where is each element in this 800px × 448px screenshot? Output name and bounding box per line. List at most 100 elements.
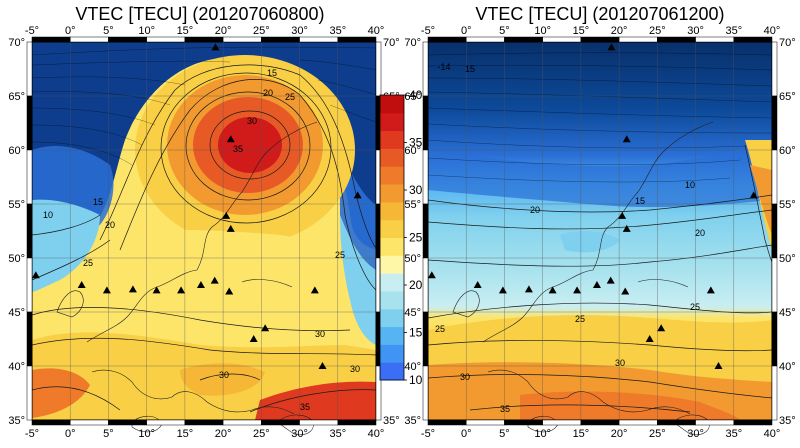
contour-label: 20 — [530, 205, 540, 215]
lon-tick-label-bottom: 25° — [649, 428, 666, 440]
frame-tick-bottom — [465, 419, 505, 426]
frame-tick-bottom — [542, 419, 582, 426]
frame-tick-left — [422, 365, 429, 421]
colorbar-tick-label: 20 — [409, 278, 423, 292]
lon-tick-label-bottom: 40° — [764, 428, 781, 440]
lat-tick-label-left: 50° — [8, 253, 25, 265]
ticks-right: -5° -5° 0° 0° 5° 5° 10° 10° 15° 15° 20° 20° 25° 25° 30… — [404, 25, 795, 440]
contour-label: 25 — [335, 250, 345, 260]
polar-contours-left — [32, 46, 376, 166]
frame-tick-top — [580, 36, 620, 43]
gnss-station-marker — [498, 286, 507, 294]
blue-band-right — [428, 140, 772, 208]
lon-tick-label-bottom: 20° — [611, 428, 628, 440]
lat-tick-label-right: 65° — [779, 91, 796, 103]
crest-peak-left — [218, 117, 282, 173]
gnss-station-marker — [621, 287, 630, 295]
lat-tick-label-left: 45° — [404, 307, 421, 319]
gnss-station-marker — [31, 271, 40, 279]
lon-tick-label-top: 0° — [65, 25, 76, 37]
frame-tick-bottom — [504, 419, 543, 426]
frame-tick-left — [26, 365, 33, 421]
colorbar-segment — [380, 273, 404, 292]
lon-tick-label-top: 35° — [725, 25, 742, 37]
lat-tick-label-right: 50° — [779, 253, 796, 265]
contour-label: 30 — [615, 358, 625, 368]
south-core-right — [520, 391, 740, 420]
gnss-station-marker — [249, 335, 258, 342]
lat-tick-label-left: 40° — [8, 361, 25, 373]
lat-tick-label-left: 60° — [8, 145, 25, 157]
lon-tick-label-bottom: 0° — [461, 428, 472, 440]
lon-tick-label-top: 10° — [138, 25, 155, 37]
lon-tick-label-top: 20° — [215, 25, 232, 37]
contour-label: -14 — [437, 62, 450, 72]
lat-tick-label-right: 40° — [779, 361, 796, 373]
gnss-station-marker — [473, 281, 482, 288]
gnss-station-marker — [607, 43, 616, 51]
contour-label: 30 — [350, 364, 360, 374]
map-left — [32, 42, 376, 420]
contour-label: 30 — [315, 329, 325, 339]
contour-label: 15 — [635, 196, 645, 206]
contour-label: 30 — [247, 116, 257, 126]
grid-right — [428, 42, 772, 420]
frame-tick-top — [184, 36, 224, 43]
contour-label: 25 — [575, 314, 585, 324]
contour-labels: 15 20 25 30 35 10 15 20 25 25 30 30 35 30 -14 15 10 15 20 2… — [43, 62, 705, 414]
stations-left — [31, 43, 362, 369]
lon-tick-label-top: 10° — [534, 25, 551, 37]
frame-tick-left — [26, 41, 33, 97]
contour-label: 20 — [263, 88, 273, 98]
lon-tick-label-bottom: 15° — [573, 428, 590, 440]
lat-tick-label-left: 45° — [8, 307, 25, 319]
gnss-station-marker — [222, 211, 231, 219]
frame-tick-right — [771, 95, 778, 151]
frame-tick-top — [222, 36, 262, 43]
coastline-path — [482, 121, 714, 343]
lat-tick-label-right: 70° — [779, 37, 796, 49]
lat-tick-label-left: 55° — [8, 199, 25, 211]
frame-tick-left — [26, 257, 33, 313]
colorbar-tick-label: 35 — [409, 136, 423, 150]
gnss-station-marker — [573, 286, 582, 294]
colorbar-segment — [380, 308, 404, 328]
gnss-station-marker — [210, 276, 219, 284]
frame-tick-left — [26, 95, 33, 151]
frame-tick-bottom — [31, 419, 71, 426]
lon-tick-label-top: 5° — [103, 25, 114, 37]
gnss-station-marker — [77, 281, 86, 288]
gnss-station-marker — [714, 362, 723, 369]
frame-tick-left — [422, 149, 429, 205]
frame-tick-top — [465, 36, 505, 43]
contour-label: 35 — [233, 144, 243, 154]
frame-tick-bottom — [657, 419, 696, 426]
lat-tick-label-right: 35° — [779, 415, 796, 427]
contour-label: 10 — [685, 180, 695, 190]
gnss-station-marker — [645, 335, 654, 342]
lon-tick-label-bottom: -5° — [25, 428, 39, 440]
gnss-station-marker — [427, 271, 436, 279]
colorbar-tick-label: 10 — [409, 373, 423, 387]
lat-tick-label-left: 55° — [404, 199, 421, 211]
contour-label: 25 — [435, 324, 445, 334]
lon-tick-label-bottom: 20° — [215, 428, 232, 440]
frame-tick-left — [26, 311, 33, 367]
lon-tick-label-top: 15° — [177, 25, 194, 37]
gnss-station-marker — [622, 224, 631, 232]
lon-tick-label-bottom: 0° — [65, 428, 76, 440]
colorbar: 40 35 30 25 20 15 10 — [379, 88, 423, 387]
gnss-station-marker — [592, 281, 601, 288]
frame-tick-bottom — [337, 419, 377, 426]
frame-tick-top — [542, 36, 582, 43]
colorbar-segment — [380, 255, 404, 274]
frame-tick-right — [771, 257, 778, 313]
gnss-station-marker — [618, 211, 627, 219]
lat-tick-label-left: 60° — [404, 145, 421, 157]
colorbar-segment — [380, 326, 404, 345]
contour-label: 25 — [285, 92, 295, 102]
colorbar-segment — [380, 130, 404, 149]
frame-tick-right — [771, 41, 778, 97]
cyan-east-left — [340, 215, 376, 345]
contours-left — [32, 64, 376, 413]
